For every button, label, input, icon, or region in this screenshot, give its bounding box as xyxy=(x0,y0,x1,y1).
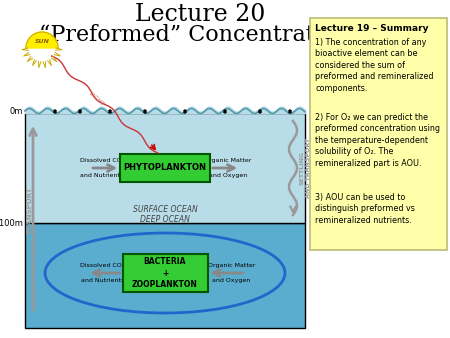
Text: SURFACE OCEAN: SURFACE OCEAN xyxy=(133,204,198,214)
Text: 3) AOU can be used to
distinguish preformed vs
remineralized nutrients.: 3) AOU can be used to distinguish prefor… xyxy=(315,193,415,225)
Text: and Nutrients: and Nutrients xyxy=(81,173,124,178)
Text: 0m: 0m xyxy=(9,106,23,116)
Text: and Oxygen: and Oxygen xyxy=(209,173,247,178)
Text: and Oxygen: and Oxygen xyxy=(212,278,251,283)
Text: Lecture 20: Lecture 20 xyxy=(135,3,265,26)
Bar xyxy=(25,223,305,328)
Text: 2) For O₂ we can predict the
preformed concentration using
the temperature-depen: 2) For O₂ we can predict the preformed c… xyxy=(315,113,440,168)
Text: SETTLING: SETTLING xyxy=(300,151,305,185)
Bar xyxy=(120,154,210,182)
Bar xyxy=(25,113,305,223)
Text: and Nutrients: and Nutrients xyxy=(81,278,124,283)
Text: -100m: -100m xyxy=(0,218,23,227)
Text: Lecture 19 – Summary: Lecture 19 – Summary xyxy=(315,24,428,33)
Bar xyxy=(122,254,207,292)
Text: Dissolved CO₂: Dissolved CO₂ xyxy=(80,158,124,163)
Text: TRANSPORT: TRANSPORT xyxy=(27,187,33,234)
Bar xyxy=(310,18,447,250)
Text: DEEP OCEAN: DEEP OCEAN xyxy=(140,215,190,223)
Text: LIGHT: LIGHT xyxy=(88,91,105,108)
Polygon shape xyxy=(26,32,58,48)
Text: BACTERIA
+
ZOOPLANKTON: BACTERIA + ZOOPLANKTON xyxy=(132,258,198,289)
Text: Organic Matter: Organic Matter xyxy=(204,158,252,163)
Text: Organic Matter: Organic Matter xyxy=(208,263,255,268)
Text: 1) The concentration of any
bioactive element can be
considered the sum of
prefo: 1) The concentration of any bioactive el… xyxy=(315,38,433,93)
Text: Dissolved CO₂: Dissolved CO₂ xyxy=(81,263,125,268)
Text: AND TRANSPORT: AND TRANSPORT xyxy=(306,138,311,198)
Text: PHYTOPLANKTON: PHYTOPLANKTON xyxy=(123,164,207,172)
Text: SUN: SUN xyxy=(35,39,50,44)
Text: “Preformed” Concentrations: “Preformed” Concentrations xyxy=(39,24,361,46)
